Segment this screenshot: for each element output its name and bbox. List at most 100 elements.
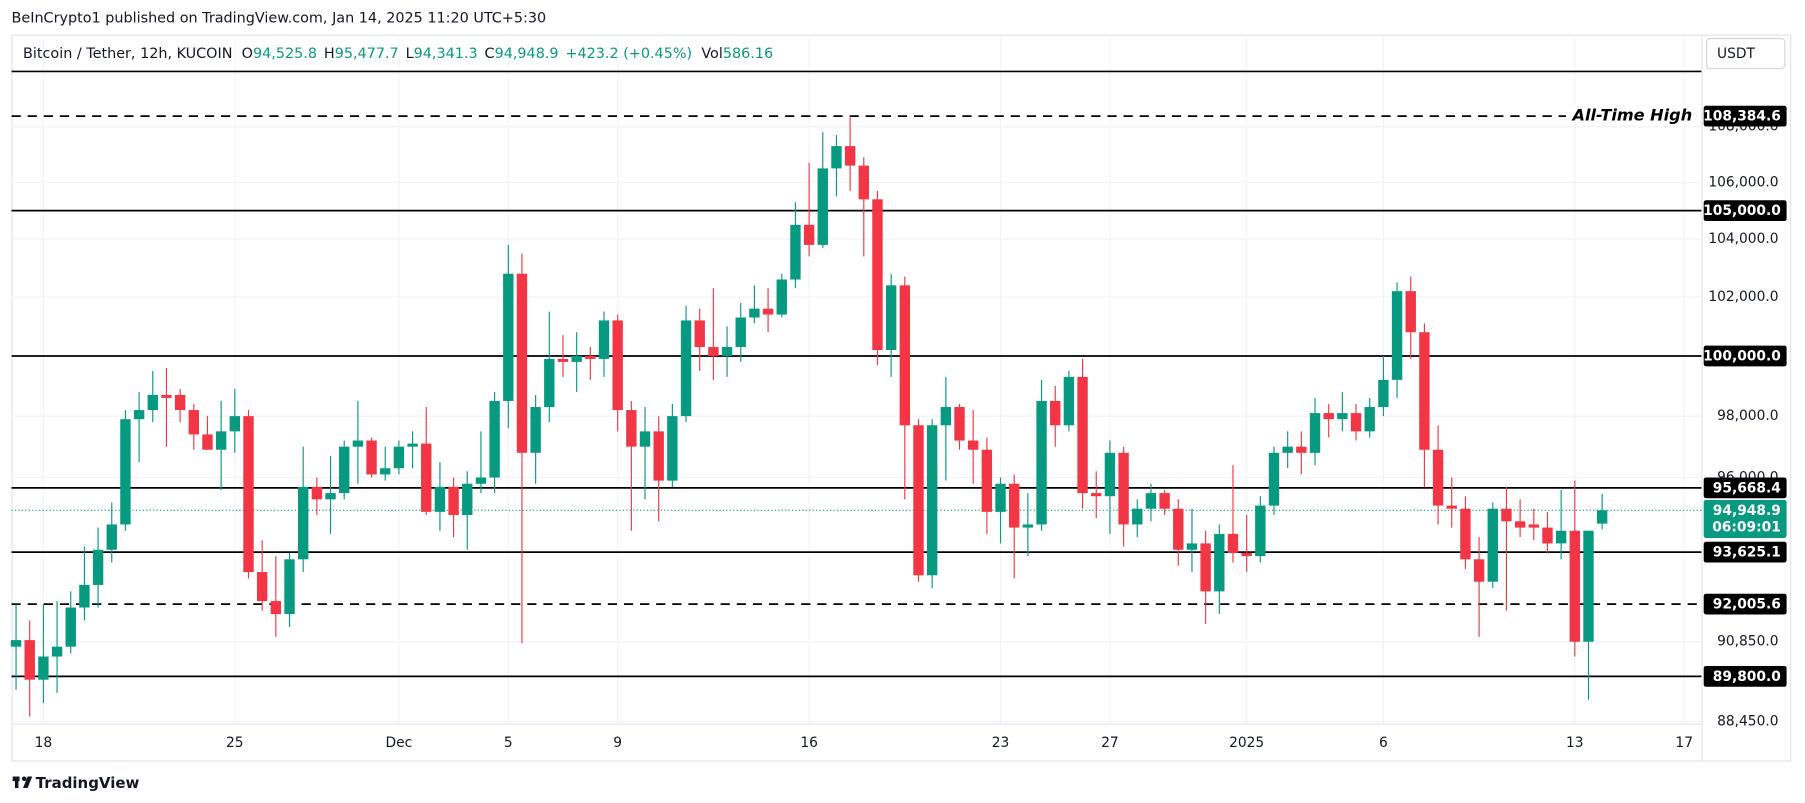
candle-body (667, 416, 678, 481)
level-box (1703, 477, 1787, 499)
candle-body (366, 440, 377, 475)
candle-body (1145, 493, 1157, 509)
candle-body (1528, 524, 1539, 528)
candle-body (434, 486, 446, 512)
candle-body (598, 320, 610, 359)
candle-body (1227, 533, 1239, 553)
candle-body (1077, 376, 1088, 494)
volume-key: Vol (701, 46, 723, 62)
publisher: BeInCrypto1 published on TradingView.com… (12, 10, 547, 26)
candle-body (790, 224, 801, 280)
candle-body (1569, 530, 1581, 642)
candle-body (10, 640, 22, 647)
candle-body (1296, 446, 1307, 453)
candle-body (1419, 332, 1430, 450)
candle-body (1487, 508, 1498, 582)
x-tick-label: 6 (1379, 735, 1388, 751)
candle-body (1104, 452, 1116, 497)
level-label: 95,668.4 (1713, 480, 1781, 496)
candle-body (749, 308, 760, 318)
level-label: 89,800.0 (1713, 669, 1781, 685)
candle-body (270, 601, 282, 615)
candle-body (708, 347, 719, 356)
candle-body (680, 320, 692, 417)
level-label: 105,000.0 (1703, 203, 1781, 219)
candle-body (475, 477, 487, 484)
candle-body (1036, 400, 1047, 525)
annotation-bg (1565, 105, 1697, 125)
ohlc-key: C (485, 46, 495, 62)
volume-value: 586.16 (723, 46, 773, 62)
candle-body (612, 320, 623, 411)
candle-body (1309, 413, 1321, 453)
candle-body (92, 549, 104, 585)
level-box (1703, 105, 1787, 127)
candle-body (1241, 552, 1252, 557)
candle-body (1214, 533, 1225, 592)
candle-body (1364, 407, 1375, 432)
candle-body (981, 449, 993, 512)
candle-body (462, 483, 473, 515)
y-tick-label: 104,000.0 (1708, 231, 1778, 247)
candle-body (1323, 413, 1334, 420)
annotation: All-Time High (1571, 106, 1693, 125)
ohlc-value: 94,948.9 (495, 46, 559, 62)
x-tick-label: 25 (226, 735, 244, 751)
x-tick-label: 27 (1101, 735, 1119, 751)
candle-body (639, 431, 651, 447)
candle-body (174, 394, 186, 411)
ohlc-value: 94,341.3 (414, 46, 478, 62)
candle-body (1186, 543, 1198, 550)
level-label: 93,625.1 (1713, 545, 1781, 561)
candle-body (448, 486, 459, 515)
candle-body (585, 355, 596, 359)
candle-body (51, 646, 63, 657)
symbol: Bitcoin / Tether, 12h, KUCOIN (23, 46, 232, 62)
candle-body (1514, 521, 1526, 528)
x-tick-label: 18 (35, 735, 53, 751)
candle-body (1050, 400, 1061, 426)
candle-body (1255, 505, 1266, 557)
candle-body (380, 468, 391, 475)
x-tick-label: 23 (992, 735, 1010, 751)
candle-body (967, 440, 979, 450)
x-tick-label: 16 (800, 735, 818, 751)
candle-body (1091, 493, 1102, 497)
candle-body (79, 584, 90, 608)
y-tick-label: 90,850.0 (1717, 634, 1778, 650)
last-price-label: 94,948.9 (1713, 503, 1781, 519)
candle-body (147, 394, 158, 411)
x-tick-label: Dec (386, 735, 413, 751)
candle-body (940, 407, 952, 426)
candle-body (1432, 449, 1444, 506)
candle-body (721, 347, 733, 356)
candle-body (544, 358, 555, 408)
candle-body (1009, 483, 1020, 528)
candle-body (1405, 291, 1416, 333)
brand-logo (12, 776, 33, 789)
currency: USDT (1717, 46, 1755, 62)
ohlc-key: H (324, 46, 335, 62)
candle-body (844, 146, 856, 166)
brand: TradingView (36, 774, 140, 792)
candle-body (817, 168, 828, 245)
candle-body (1132, 508, 1143, 525)
candle-body (899, 285, 911, 426)
level-box (1703, 200, 1787, 222)
candle-body (311, 486, 323, 500)
candle-body (1555, 530, 1567, 544)
candle-body (24, 640, 35, 680)
candle-body (954, 407, 965, 441)
candle-body (393, 446, 405, 469)
candle-body (1460, 508, 1471, 560)
candle-body (503, 273, 514, 401)
x-tick-label: 13 (1566, 735, 1584, 751)
price-labels: 108,384.6 105,000.0 100,000.0 95,668.4 93,62… (1703, 105, 1787, 687)
level-box (1703, 541, 1787, 563)
candle-body (803, 224, 815, 245)
candle-body (626, 410, 637, 447)
candle-body (339, 446, 350, 494)
candle-body (352, 440, 364, 447)
candle-body (885, 285, 897, 351)
